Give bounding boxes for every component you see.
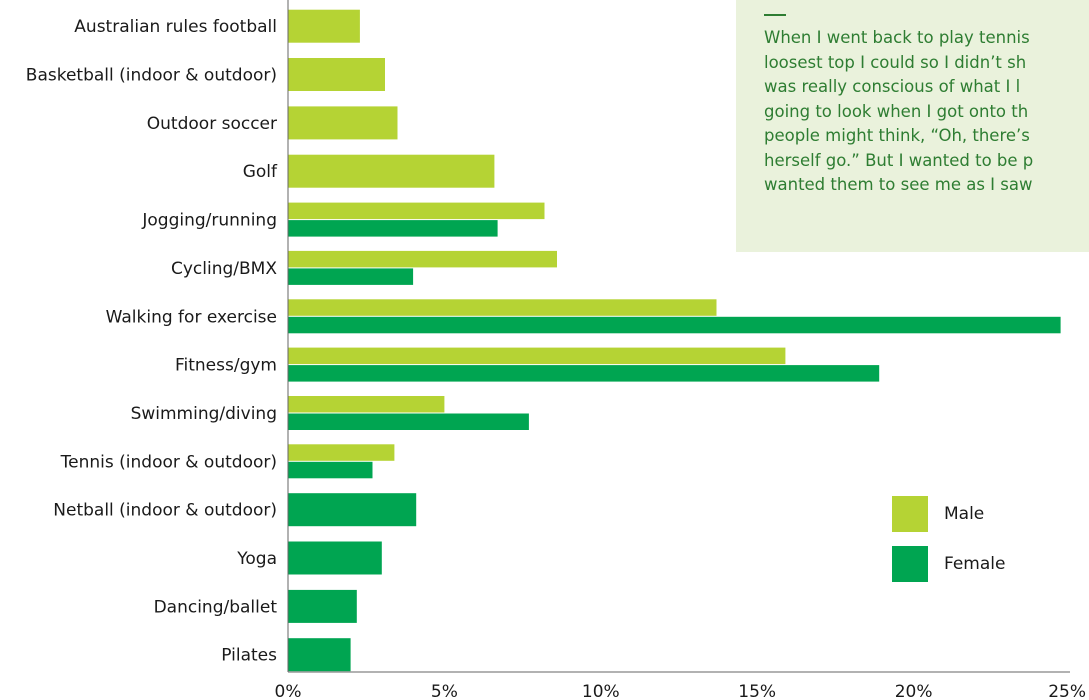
- quote-line: people might think, “Oh, there’s: [764, 126, 1030, 145]
- quote-line: herself go.” But I wanted to be p: [764, 150, 1034, 170]
- category-label: Tennis (indoor & outdoor): [60, 452, 277, 472]
- bar-male-basketball-indoor-outdoor: [288, 58, 385, 91]
- category-label: Outdoor soccer: [147, 114, 277, 134]
- axes: [287, 0, 1070, 673]
- bar-female-fitness-gym: [288, 365, 880, 382]
- legend-item-male: Male: [892, 496, 1089, 532]
- bar-male-tennis-indoor-outdoor: [288, 444, 395, 461]
- category-label: Australian rules football: [74, 17, 277, 37]
- bar-male-fitness-gym: [288, 347, 786, 365]
- category-label: Dancing/ballet: [154, 597, 278, 617]
- bar-male-swimming-diving: [288, 396, 445, 413]
- bar-male-australian-rules-football: [288, 9, 360, 43]
- x-tick-label: 5%: [431, 682, 458, 700]
- bar-female-cycling-bmx: [288, 268, 414, 285]
- bar-female-walking-for-exercise: [288, 316, 1061, 334]
- category-label: Golf: [243, 162, 278, 182]
- x-tick-label: 0%: [275, 682, 302, 700]
- bar-female-swimming-diving: [288, 413, 529, 430]
- bar-female-yoga: [288, 541, 382, 575]
- quote-line: going to look when I got onto th: [764, 101, 1029, 121]
- x-tick-label: 10%: [582, 682, 620, 700]
- category-label: Swimming/diving: [131, 404, 277, 424]
- bar-male-walking-for-exercise: [288, 299, 717, 316]
- bars: [288, 9, 1061, 672]
- quote-line: When I went back to play tennis: [764, 28, 1030, 47]
- category-label: Netball (indoor & outdoor): [53, 501, 277, 521]
- legend-item-female: Female: [892, 546, 1089, 582]
- bar-female-netball-indoor-outdoor: [288, 493, 417, 527]
- bar-female-pilates: [288, 638, 351, 672]
- legend-label-female: Female: [944, 554, 1006, 574]
- bar-female-dancing-ballet: [288, 589, 357, 623]
- legend-label-male: Male: [944, 504, 985, 524]
- x-tick-labels: 0% 5% 10% 15% 20% 25%: [275, 682, 1086, 700]
- legend-swatch-female: [892, 546, 928, 582]
- bar-male-outdoor-soccer: [288, 106, 398, 140]
- quote-line: wanted them to see me as I saw: [764, 175, 1033, 194]
- bar-male-cycling-bmx: [288, 250, 557, 268]
- quote-line: loosest top I could so I didn’t sh: [764, 52, 1027, 72]
- x-tick-label: 25%: [1048, 682, 1086, 700]
- category-label: Pilates: [221, 646, 277, 666]
- legend-swatch-male: [892, 496, 928, 532]
- quote-callout: When I went back to play tennis loosest …: [736, 0, 1089, 252]
- category-label: Fitness/gym: [175, 356, 277, 376]
- category-labels: Australian rules football Basketball (ind…: [26, 17, 278, 666]
- quote-line: was really conscious of what I l: [764, 77, 1021, 96]
- bar-female-jogging-running: [288, 220, 498, 237]
- category-label: Jogging/running: [141, 211, 277, 231]
- category-label: Cycling/BMX: [171, 259, 277, 279]
- category-label: Yoga: [236, 549, 277, 569]
- category-label: Basketball (indoor & outdoor): [26, 66, 277, 86]
- bar-male-jogging-running: [288, 202, 545, 220]
- quote-rule: [764, 14, 786, 16]
- category-label: Walking for exercise: [106, 307, 277, 327]
- bar-female-tennis-indoor-outdoor: [288, 461, 373, 479]
- x-tick-label: 15%: [738, 682, 776, 700]
- x-tick-label: 20%: [895, 682, 933, 700]
- bar-male-golf: [288, 154, 495, 188]
